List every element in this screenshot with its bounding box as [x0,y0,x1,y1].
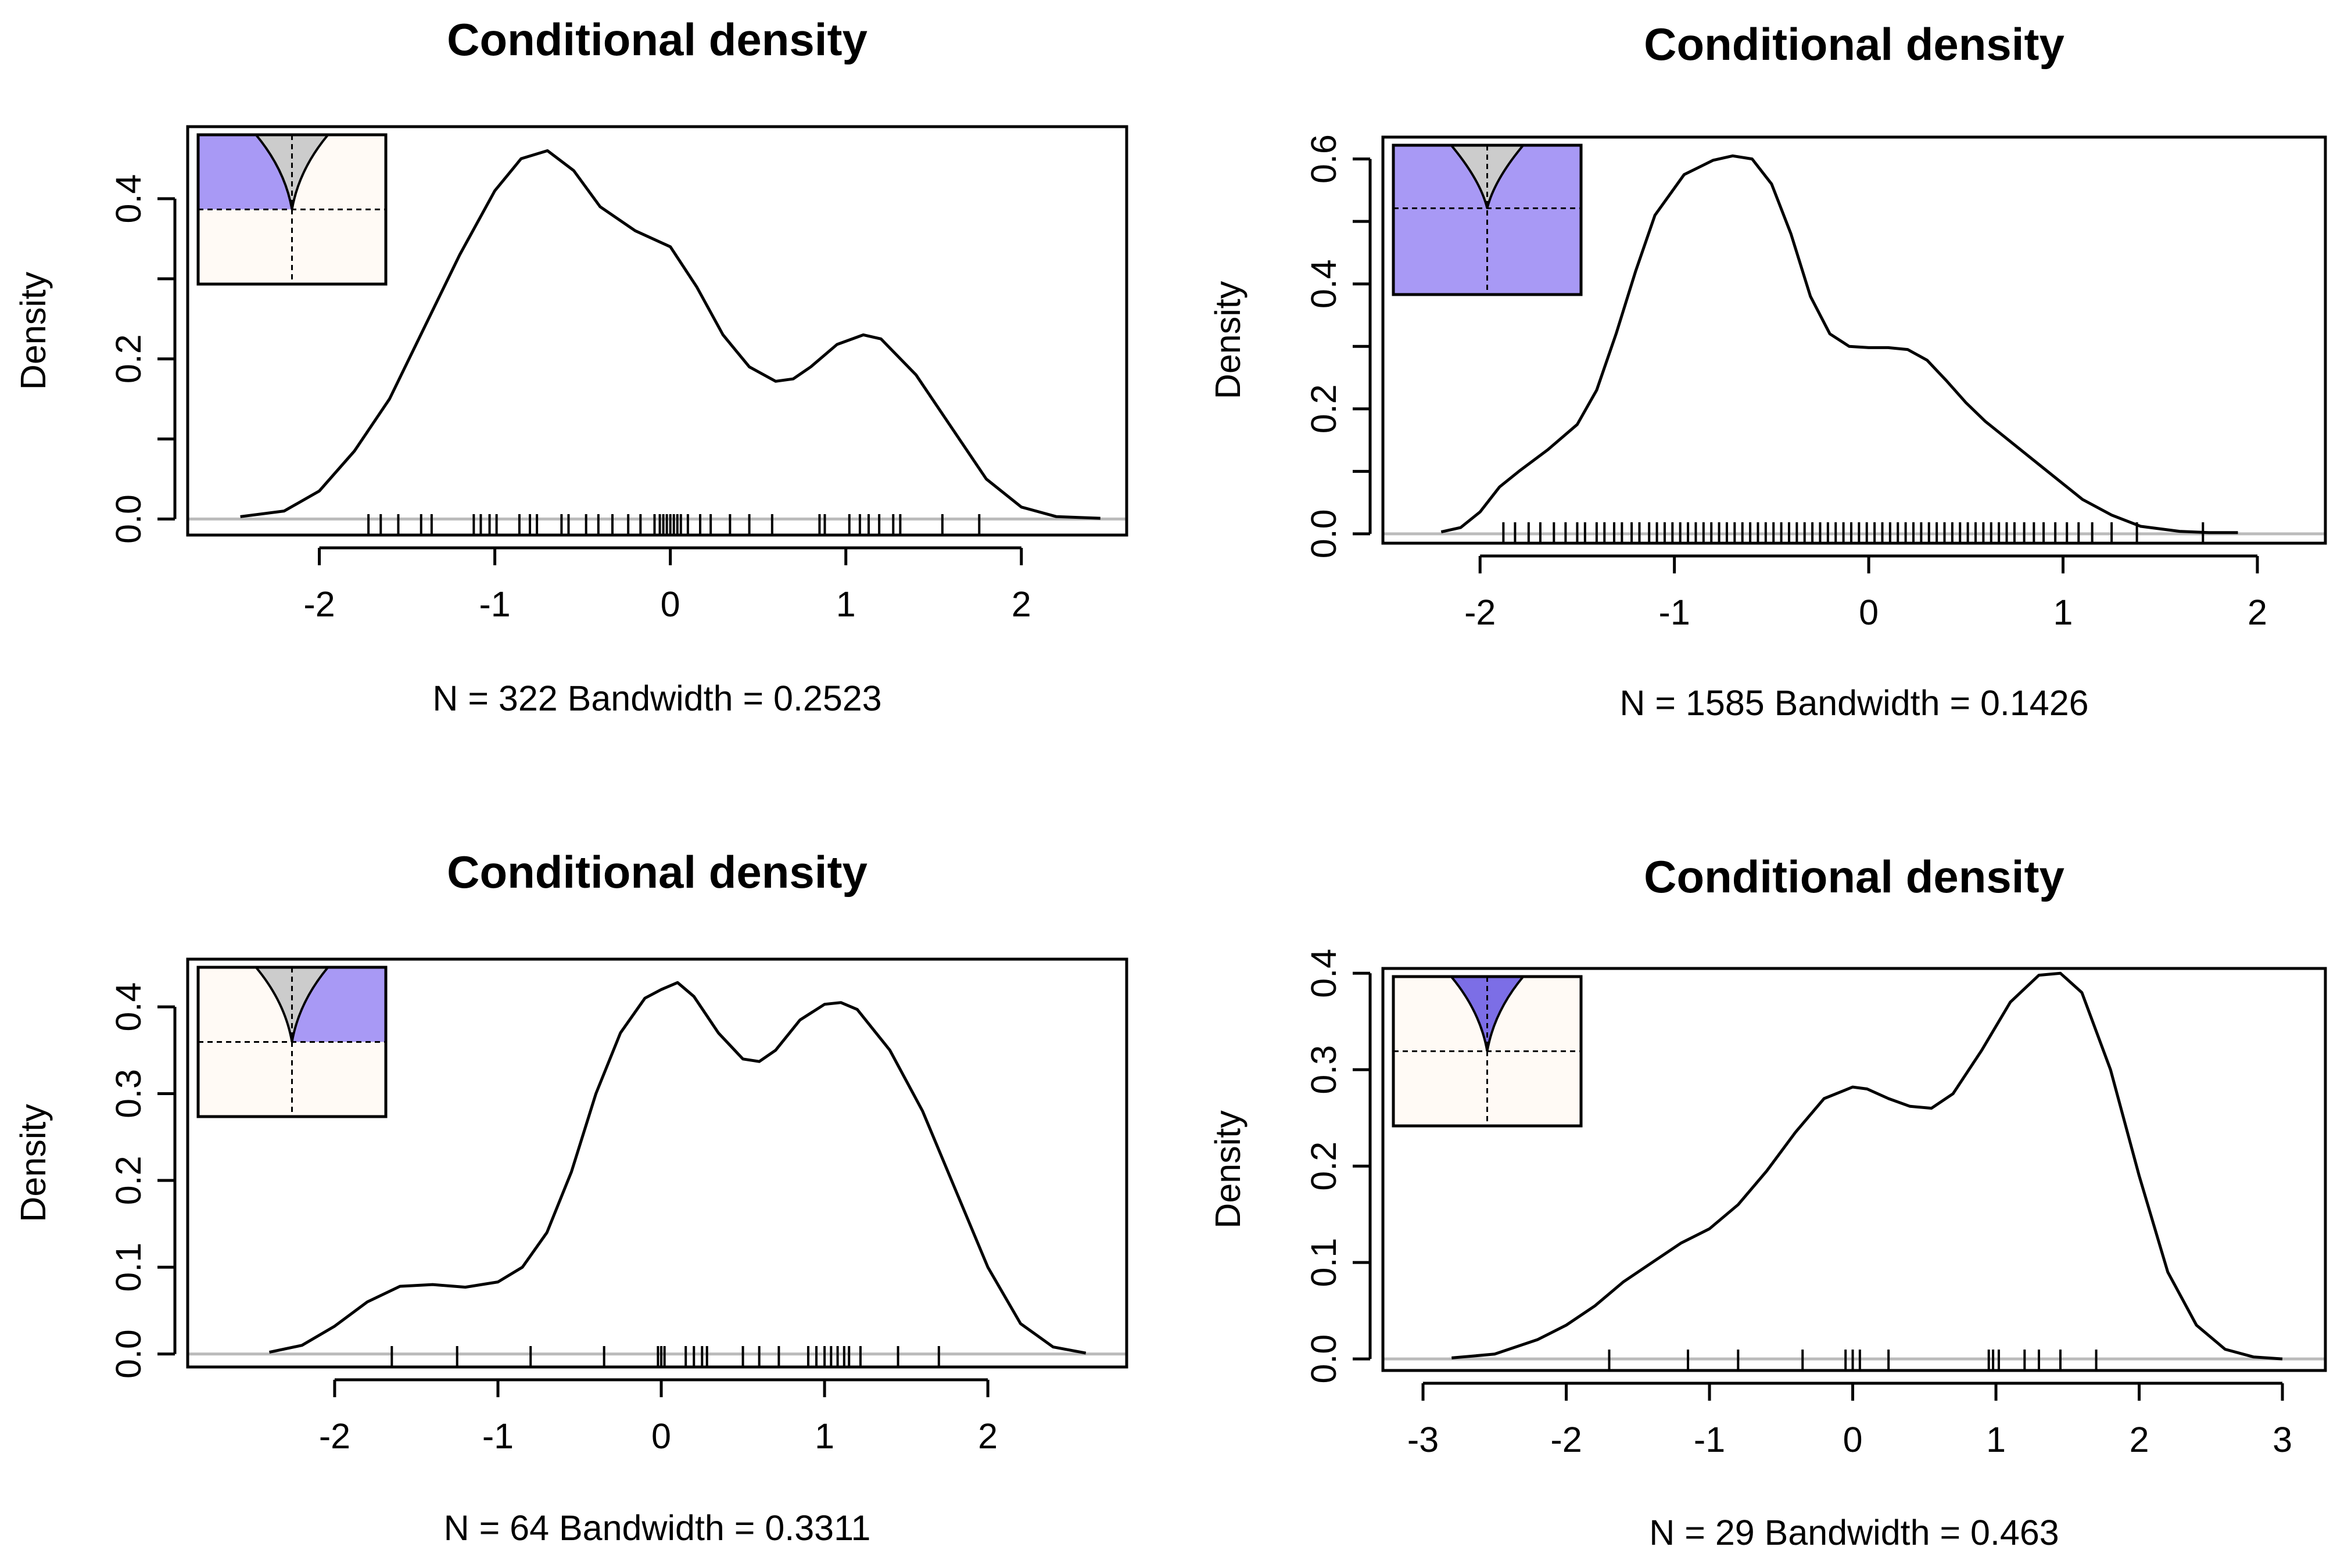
x-tick-label: 1 [2053,593,2073,632]
chart-title: Conditional density [1644,19,2064,70]
y-tick-label: 0.1 [1304,1238,1343,1287]
y-axis-title: Density [1208,281,1248,399]
x-axis-title: N = 29 Bandwidth = 0.463 [1649,1513,2059,1552]
x-tick-label: 2 [2248,593,2267,632]
y-tick-label: 0.0 [109,1329,148,1379]
x-tick-label: 0 [661,584,680,624]
x-tick-label: -1 [1659,593,1690,632]
y-axis: 0.0 0.1 0.2 0.3 0.4 [1304,949,1372,1384]
y-axis: 0.0 0.2 0.4 0.6 [1304,134,1372,558]
x-axis: -2 -1 0 1 2 [1464,554,2267,632]
x-tick-label: 0 [651,1416,671,1456]
y-tick-label: 0.1 [109,1243,148,1292]
chart-title: Conditional density [1644,851,2064,902]
y-axis: 0.0 0.2 0.4 [109,174,177,544]
x-axis: -2 -1 0 1 2 [319,1378,998,1456]
x-tick-label: -1 [1694,1420,1725,1459]
y-tick-label: 0.4 [109,982,148,1032]
x-tick-label: -2 [303,584,335,624]
x-tick-label: -1 [479,584,510,624]
x-tick-label: -1 [482,1416,514,1456]
x-tick-label: -3 [1407,1420,1439,1459]
panel-4: Conditional density-3 -2 -1 0 1 2 30.00.10.20.… [1208,851,2327,1552]
y-tick-label: 0.0 [1304,509,1343,558]
x-tick-label: 1 [1986,1420,2006,1459]
x-axis-title: N = 64 Bandwidth = 0.3311 [444,1508,871,1548]
panel-1: Conditional density -2 -1 0 1 2 0.0 0.2 0.4 Densi… [13,14,1128,718]
inset-diagram [1392,975,1583,1128]
x-tick-label: -2 [319,1416,350,1456]
y-axis-title: Density [13,1104,53,1222]
x-axis: -3 -2 -1 0 1 2 3 [1407,1382,2292,1459]
plot-frame [1381,967,2327,1372]
x-tick-label: 0 [1843,1420,1863,1459]
x-axis-title: N = 1585 Bandwidth = 0.1426 [1619,683,2088,723]
inset-frame [1392,975,1583,1128]
x-tick-label: 1 [815,1416,834,1456]
chart-title: Conditional density [447,14,868,65]
inset-frame [1392,143,1583,296]
y-tick-label: 0.2 [1304,384,1343,433]
plot-frame [1381,135,2327,545]
plot-frame [186,125,1128,537]
density-curve [240,149,1101,520]
inset-diagram [196,966,388,1118]
x-tick-label: 1 [836,584,856,624]
y-axis-title: Density [13,271,53,390]
rug [390,1346,940,1367]
density-curve [1451,971,2283,1361]
x-axis-title: N = 322 Bandwidth = 0.2523 [432,679,881,718]
rug [367,514,981,535]
y-tick-label: 0.2 [109,334,148,383]
x-tick-label: 0 [1859,593,1879,632]
x-tick-label: 2 [978,1416,998,1456]
y-tick-label: 0.4 [1304,259,1343,308]
density-curve [268,981,1087,1355]
rug [1608,1350,2098,1370]
y-axis: 0.0 0.1 0.2 0.3 0.4 [109,982,177,1379]
plot-frame [186,957,1128,1369]
y-tick-label: 0.2 [1304,1142,1343,1191]
y-axis-title: Density [1208,1110,1248,1229]
inset-diagram [196,133,388,286]
chart-title: Conditional density [447,846,868,898]
y-tick-label: 0.0 [1304,1334,1343,1384]
y-tick-label: 0.2 [109,1156,148,1205]
inset-diagram [1392,143,1583,296]
x-tick-label: -2 [1550,1420,1582,1459]
y-tick-label: 0.3 [1304,1045,1343,1095]
y-tick-label: 0.6 [1304,134,1343,184]
x-tick-label: 2 [2130,1420,2149,1459]
panel-2: Conditional density -2 -1 0 1 2 0.0 0.2 0.4 0.6 De… [1208,19,2327,723]
panel-3: Conditional density-2 -1 0 1 20.00.10.20.30.… [13,846,1128,1548]
x-axis: -2 -1 0 1 2 [303,546,1031,624]
y-tick-label: 0.0 [109,494,148,544]
y-tick-label: 0.3 [109,1069,148,1118]
y-tick-label: 0.4 [1304,949,1343,998]
density-curve [1440,154,2238,534]
inset-frame [196,133,388,286]
inset-frame [196,966,388,1118]
rug [1502,522,2205,543]
x-tick-label: 3 [2273,1420,2292,1459]
y-tick-label: 0.4 [109,174,148,224]
x-tick-label: 2 [1012,584,1031,624]
x-tick-label: -2 [1464,593,1496,632]
